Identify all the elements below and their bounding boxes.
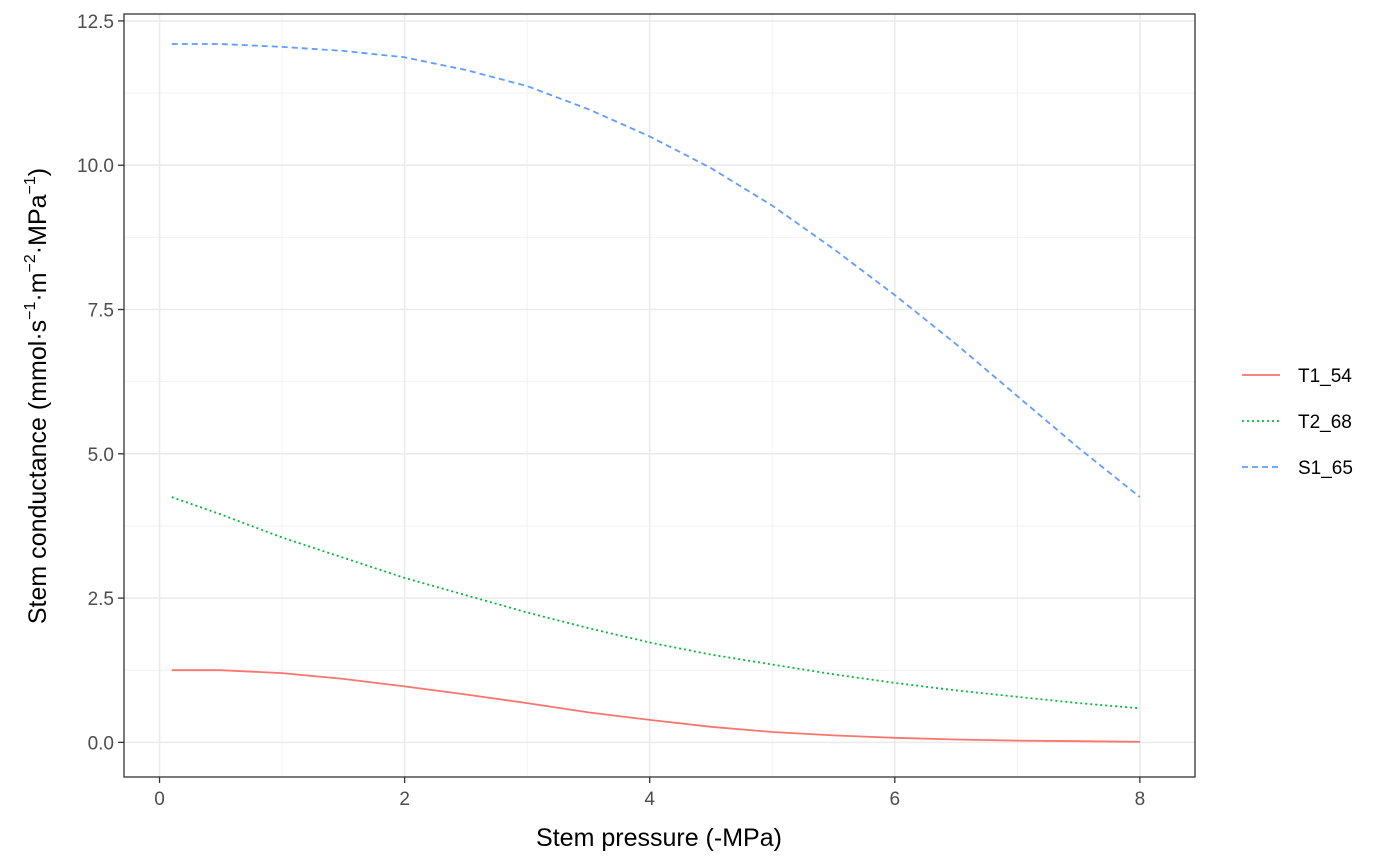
x-axis: 0 2 4 6 8 <box>154 777 1145 810</box>
series-line-t1-54 <box>171 669 1140 743</box>
x-tick-label: 0 <box>154 789 165 810</box>
y-tick-label: 5.0 <box>88 445 114 466</box>
x-tick-label: 2 <box>399 789 410 810</box>
y-tick-label: 0.0 <box>88 733 114 754</box>
y-axis-title: Stem conductance (mmol·s−1·m−2·MPa−1) <box>22 168 52 624</box>
grid-major <box>124 14 1195 777</box>
y-tick-label: 7.5 <box>88 301 114 322</box>
y-tick-label: 10.0 <box>77 156 114 177</box>
legend-label: S1_65 <box>1298 458 1353 479</box>
plot-background <box>124 14 1195 777</box>
x-tick-label: 6 <box>889 789 900 810</box>
series-lines <box>171 43 1141 743</box>
y-axis: 0.0 2.5 5.0 7.5 10.0 12.5 <box>77 12 124 754</box>
series-line-s1-65 <box>171 43 1141 498</box>
y-tick-label: 12.5 <box>77 12 114 33</box>
series-line-t2-68 <box>171 496 1140 710</box>
y-tick-label: 2.5 <box>88 589 114 610</box>
legend: T1_54 T2_68 S1_65 <box>1242 366 1353 479</box>
x-axis-title: Stem pressure (-MPa) <box>536 824 782 852</box>
x-tick-label: 8 <box>1135 789 1146 810</box>
plot-panel-border <box>123 13 1196 778</box>
grid-minor <box>124 14 1195 777</box>
legend-label: T2_68 <box>1298 412 1352 433</box>
legend-label: T1_54 <box>1298 366 1352 387</box>
x-tick-label: 4 <box>644 789 655 810</box>
